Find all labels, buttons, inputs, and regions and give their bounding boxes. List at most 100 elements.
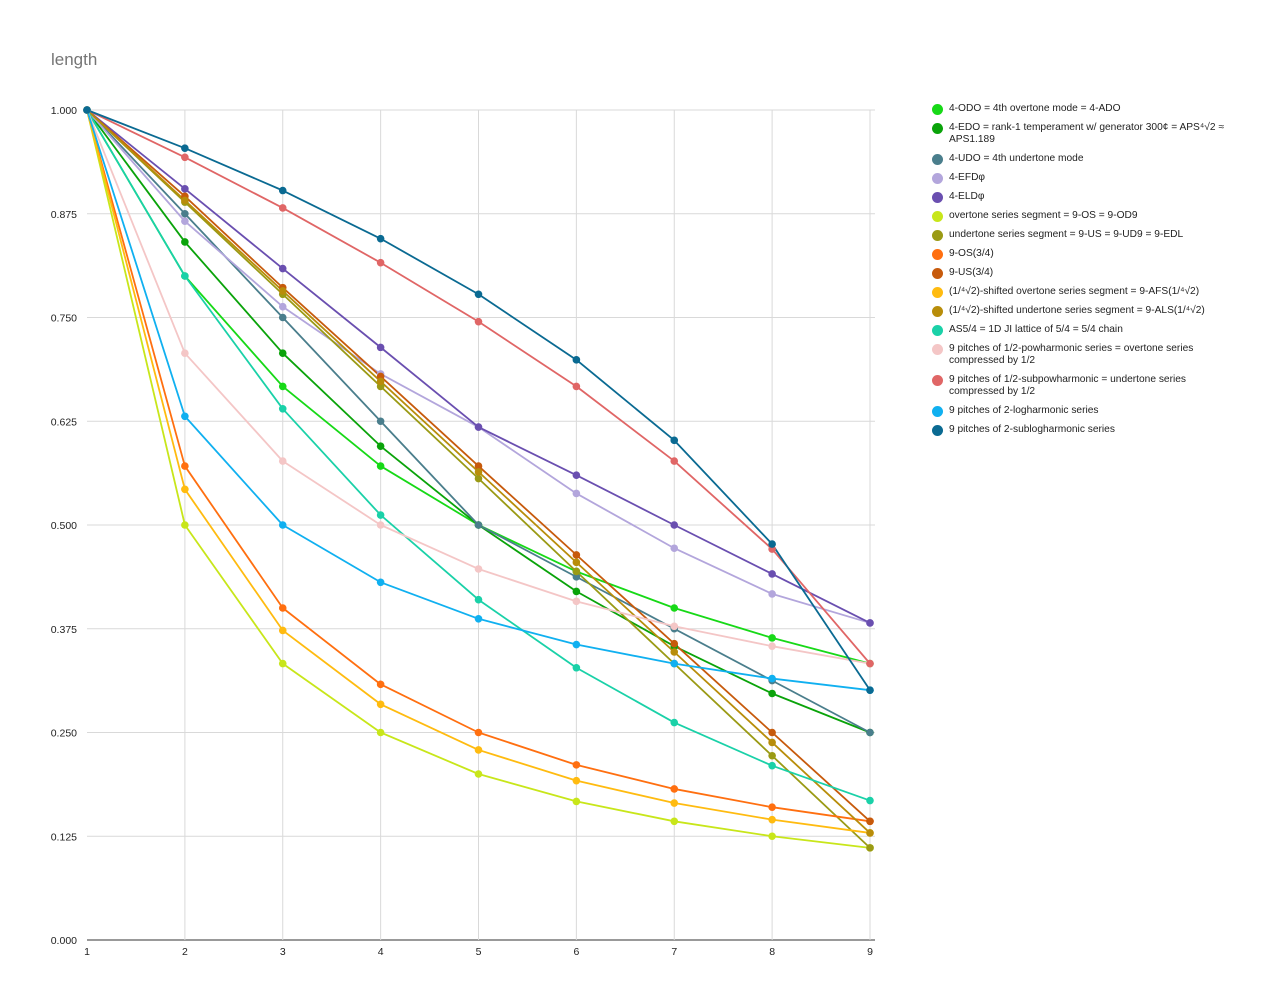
data-point bbox=[572, 558, 581, 567]
data-point bbox=[376, 578, 385, 587]
data-point bbox=[474, 423, 483, 431]
legend-swatch bbox=[932, 173, 943, 184]
x-tick-label: 1 bbox=[84, 946, 90, 958]
data-point bbox=[474, 728, 483, 737]
data-point bbox=[866, 844, 874, 852]
data-point bbox=[181, 144, 189, 152]
data-point bbox=[670, 622, 679, 631]
legend-label: 9-US(3/4) bbox=[949, 267, 994, 278]
data-point bbox=[474, 462, 483, 470]
data-point bbox=[670, 436, 679, 445]
data-point bbox=[376, 700, 385, 709]
data-point bbox=[376, 417, 385, 426]
data-point bbox=[768, 674, 776, 683]
legend-label: 4-ODO = 4th overtone mode = 4-ADO bbox=[949, 103, 1121, 114]
y-tick-label: 0.500 bbox=[51, 520, 77, 532]
data-point bbox=[474, 595, 483, 604]
legend-item: (1/⁴√2)-shifted overtone series segment … bbox=[932, 286, 1232, 298]
data-point bbox=[866, 829, 874, 837]
data-point bbox=[376, 377, 385, 386]
data-point bbox=[572, 761, 581, 769]
legend-item: undertone series segment = 9-US = 9-UD9 … bbox=[932, 229, 1232, 241]
data-point bbox=[278, 186, 287, 195]
data-point bbox=[670, 604, 679, 612]
y-tick-label: 0.625 bbox=[51, 416, 77, 428]
data-point bbox=[866, 686, 874, 694]
legend-label: 4-ELDφ bbox=[949, 191, 985, 202]
legend-item: 4-ELDφ bbox=[932, 191, 1232, 203]
x-tick-label: 6 bbox=[573, 946, 579, 958]
data-point bbox=[768, 738, 776, 747]
legend-swatch bbox=[932, 287, 943, 298]
y-tick-label: 0.125 bbox=[51, 831, 77, 843]
legend-swatch bbox=[932, 192, 943, 203]
data-point bbox=[572, 567, 581, 576]
data-point bbox=[181, 153, 189, 162]
x-tick-label: 3 bbox=[280, 946, 286, 958]
legend-item: 4-UDO = 4th undertone mode bbox=[932, 153, 1232, 165]
data-point bbox=[181, 272, 189, 280]
data-point bbox=[181, 209, 189, 218]
data-point bbox=[181, 412, 189, 421]
legend-swatch bbox=[932, 154, 943, 165]
legend-item: 4-ODO = 4th overtone mode = 4-ADO bbox=[932, 103, 1232, 115]
legend-label: AS5/4 = 1D JI lattice of 5/4 = 5/4 chain bbox=[949, 324, 1123, 335]
legend-swatch bbox=[932, 325, 943, 336]
data-point bbox=[768, 590, 776, 598]
data-point bbox=[376, 521, 385, 529]
legend-item: 9-US(3/4) bbox=[932, 267, 1232, 279]
legend-label: 4-EDO = rank-1 temperament w/ generator … bbox=[949, 122, 1224, 145]
y-tick-label: 1.000 bbox=[51, 105, 77, 117]
data-point bbox=[376, 234, 385, 243]
legend-label: 9 pitches of 2-logharmonic series bbox=[949, 405, 1099, 416]
data-point bbox=[670, 457, 679, 465]
data-point bbox=[474, 521, 483, 529]
data-point bbox=[768, 751, 776, 760]
y-tick-label: 0.875 bbox=[51, 209, 77, 221]
legend-swatch bbox=[932, 306, 943, 317]
chart-title: length bbox=[51, 50, 98, 69]
x-tick-label: 4 bbox=[378, 946, 384, 958]
data-point bbox=[474, 317, 483, 326]
x-tick-label: 5 bbox=[476, 946, 482, 958]
y-tick-label: 0.375 bbox=[51, 624, 77, 636]
data-point bbox=[572, 597, 581, 606]
data-point bbox=[278, 382, 287, 391]
x-tick-label: 9 bbox=[867, 946, 873, 958]
data-point bbox=[768, 832, 776, 841]
legend: 4-ODO = 4th overtone mode = 4-ADO 4-EDO =… bbox=[932, 103, 1232, 443]
data-point bbox=[278, 313, 287, 322]
data-point bbox=[866, 659, 874, 668]
x-tick-label: 8 bbox=[769, 946, 775, 958]
legend-item: AS5/4 = 1D JI lattice of 5/4 = 5/4 chain bbox=[932, 324, 1232, 336]
legend-label: 9 pitches of 2-sublogharmonic series bbox=[949, 424, 1115, 435]
legend-label: 9 pitches of 1/2-subpowharmonic = undert… bbox=[949, 374, 1186, 397]
data-point bbox=[278, 626, 287, 635]
data-point bbox=[572, 489, 581, 498]
data-point bbox=[572, 573, 581, 581]
data-point bbox=[474, 746, 483, 754]
data-point bbox=[376, 343, 385, 352]
x-tick-label: 7 bbox=[671, 946, 677, 958]
data-point bbox=[572, 587, 581, 596]
data-point bbox=[670, 785, 679, 793]
data-point bbox=[181, 485, 189, 494]
data-point bbox=[572, 356, 581, 364]
data-point bbox=[278, 604, 287, 612]
data-point bbox=[768, 570, 776, 578]
legend-swatch bbox=[932, 425, 943, 436]
legend-swatch bbox=[932, 249, 943, 260]
data-point bbox=[572, 797, 581, 806]
data-point bbox=[670, 659, 679, 668]
legend-swatch bbox=[932, 375, 943, 386]
data-point bbox=[670, 817, 679, 826]
data-point bbox=[670, 718, 679, 727]
y-tick-label: 0.000 bbox=[51, 935, 77, 947]
legend-label: (1/⁴√2)-shifted overtone series segment … bbox=[949, 286, 1200, 297]
data-point bbox=[278, 264, 287, 273]
data-point bbox=[83, 106, 91, 114]
data-point bbox=[181, 462, 189, 470]
legend-item: 4-EFDφ bbox=[932, 172, 1232, 184]
y-tick-label: 0.750 bbox=[51, 313, 77, 325]
